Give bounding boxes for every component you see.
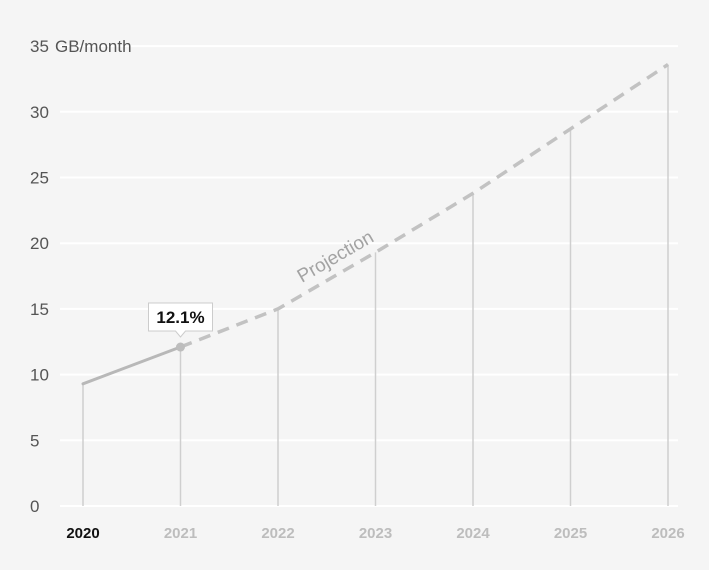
y-axis-unit-label: GB/month bbox=[55, 37, 132, 56]
callout-point bbox=[176, 342, 185, 352]
x-tick-label-2021: 2021 bbox=[164, 525, 197, 542]
series-projection-line bbox=[179, 63, 669, 349]
series-actual-line bbox=[81, 345, 182, 386]
y-tick-label-15: 15 bbox=[30, 300, 49, 319]
y-axis-tick-labels: 0 5 10 15 20 25 30 35 GB/month bbox=[30, 37, 132, 516]
y-tick-label-0: 0 bbox=[30, 497, 39, 516]
x-axis-tick-labels: 2020 2021 2022 2023 2024 2025 2026 bbox=[66, 525, 684, 542]
y-tick-label-30: 30 bbox=[30, 103, 49, 122]
y-tick-label-5: 5 bbox=[30, 431, 39, 450]
drop-lines bbox=[82, 64, 669, 506]
y-tick-label-10: 10 bbox=[30, 366, 49, 385]
x-tick-label-2020: 2020 bbox=[66, 525, 99, 542]
callout-label: 12.1% bbox=[156, 308, 204, 327]
gridlines bbox=[60, 45, 678, 507]
x-tick-label-2026: 2026 bbox=[651, 525, 684, 542]
x-tick-label-2022: 2022 bbox=[261, 525, 294, 542]
x-tick-label-2025: 2025 bbox=[554, 525, 587, 542]
callout-badge: 12.1% bbox=[148, 302, 213, 338]
y-tick-label-35: 35 bbox=[30, 37, 49, 56]
y-tick-label-25: 25 bbox=[30, 169, 49, 188]
callout-box bbox=[148, 302, 213, 338]
x-tick-label-2024: 2024 bbox=[456, 525, 490, 542]
x-tick-label-2023: 2023 bbox=[359, 525, 392, 542]
y-tick-label-20: 20 bbox=[30, 234, 49, 253]
